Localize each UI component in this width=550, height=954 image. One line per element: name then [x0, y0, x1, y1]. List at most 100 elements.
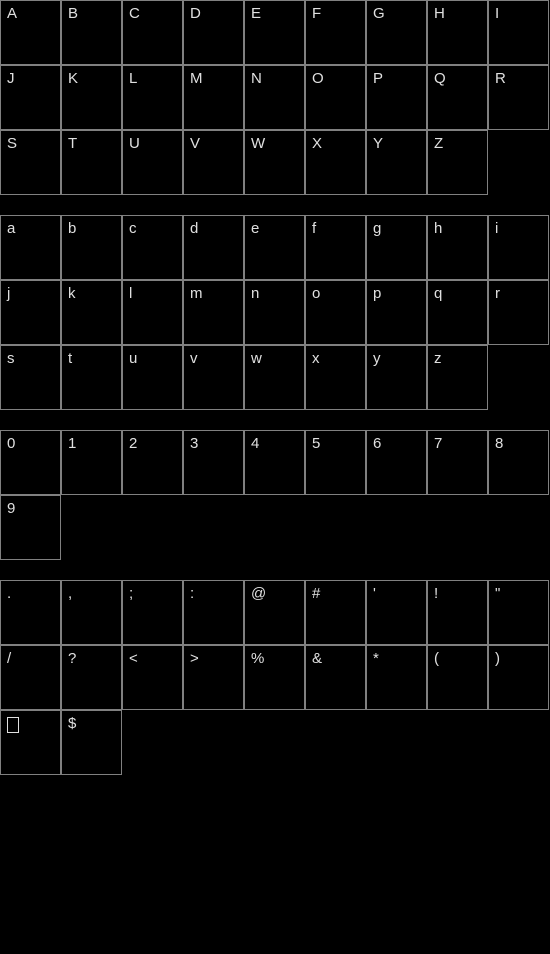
glyph-char: (: [434, 650, 439, 667]
glyph-cell: 1: [61, 430, 122, 495]
glyph-char: 2: [129, 435, 137, 452]
section-digits: 0123456789: [0, 430, 550, 560]
glyph-cell: /: [0, 645, 61, 710]
empty-cell: [122, 495, 183, 560]
glyph-char: .: [7, 585, 11, 602]
glyph-char: Q: [434, 70, 446, 87]
glyph-cell: p: [366, 280, 427, 345]
glyph-char: Y: [373, 135, 383, 152]
glyph-char: $: [68, 715, 76, 732]
glyph-cell: n: [244, 280, 305, 345]
glyph-cell: w: [244, 345, 305, 410]
glyph-cell: M: [183, 65, 244, 130]
glyph-cell: !: [427, 580, 488, 645]
glyph-cell: y: [366, 345, 427, 410]
glyph-char: /: [7, 650, 11, 667]
glyph-cell: S: [0, 130, 61, 195]
glyph-cell: j: [0, 280, 61, 345]
glyph-char: ,: [68, 585, 72, 602]
empty-cell: [305, 710, 366, 775]
glyph-cell: @: [244, 580, 305, 645]
glyph-char: v: [190, 350, 198, 367]
empty-cell: [427, 495, 488, 560]
glyph-cell: R: [488, 65, 549, 130]
glyph-cell: .: [0, 580, 61, 645]
glyph-char: !: [434, 585, 438, 602]
glyph-char: h: [434, 220, 442, 237]
glyph-char: p: [373, 285, 381, 302]
glyph-char: f: [312, 220, 316, 237]
glyph-cell: G: [366, 0, 427, 65]
glyph-char: H: [434, 5, 445, 22]
glyph-cell: O: [305, 65, 366, 130]
glyph-cell: Z: [427, 130, 488, 195]
glyph-cell: $: [61, 710, 122, 775]
glyph-cell: E: [244, 0, 305, 65]
glyph-char: C: [129, 5, 140, 22]
glyph-char: N: [251, 70, 262, 87]
glyph-char: B: [68, 5, 78, 22]
glyph-char: ): [495, 650, 500, 667]
glyph-cell: #: [305, 580, 366, 645]
glyph-char: I: [495, 5, 499, 22]
empty-cell: [488, 495, 549, 560]
section-symbols: .,;:@#'!"/?<>%&*()$: [0, 580, 550, 775]
glyph-char: g: [373, 220, 381, 237]
glyph-char: n: [251, 285, 259, 302]
empty-cell: [244, 495, 305, 560]
glyph-char: l: [129, 285, 132, 302]
glyph-char: &: [312, 650, 322, 667]
glyph-cell: W: [244, 130, 305, 195]
glyph-cell: ,: [61, 580, 122, 645]
grid-uppercase: ABCDEFGHIJKLMNOPQRSTUVWXYZ: [0, 0, 550, 195]
glyph-cell: K: [61, 65, 122, 130]
glyph-char: u: [129, 350, 137, 367]
glyph-cell: D: [183, 0, 244, 65]
glyph-cell: ": [488, 580, 549, 645]
glyph-char: %: [251, 650, 264, 667]
glyph-cell: 0: [0, 430, 61, 495]
glyph-char: <: [129, 650, 138, 667]
glyph-char: m: [190, 285, 203, 302]
glyph-cell: T: [61, 130, 122, 195]
glyph-char: P: [373, 70, 383, 87]
glyph-cell: L: [122, 65, 183, 130]
glyph-char: :: [190, 585, 194, 602]
section-uppercase: ABCDEFGHIJKLMNOPQRSTUVWXYZ: [0, 0, 550, 195]
glyph-cell: I: [488, 0, 549, 65]
glyph-cell: C: [122, 0, 183, 65]
glyph-char: L: [129, 70, 137, 87]
glyph-char: i: [495, 220, 498, 237]
empty-cell: [244, 710, 305, 775]
glyph-cell: N: [244, 65, 305, 130]
empty-cell: [366, 710, 427, 775]
glyph-cell: x: [305, 345, 366, 410]
glyph-char: 4: [251, 435, 259, 452]
glyph-char: >: [190, 650, 199, 667]
glyph-char: W: [251, 135, 265, 152]
glyph-cell: c: [122, 215, 183, 280]
glyph-char: ': [373, 585, 376, 602]
glyph-char: ": [495, 585, 500, 602]
glyph-cell: ;: [122, 580, 183, 645]
glyph-cell: (: [427, 645, 488, 710]
glyph-char: y: [373, 350, 381, 367]
glyph-char: x: [312, 350, 320, 367]
glyph-char: o: [312, 285, 320, 302]
empty-cell: [183, 495, 244, 560]
empty-cell: [488, 130, 549, 195]
glyph-cell: ): [488, 645, 549, 710]
glyph-cell: B: [61, 0, 122, 65]
glyph-char: 3: [190, 435, 198, 452]
glyph-char: #: [312, 585, 320, 602]
glyph-cell: <: [122, 645, 183, 710]
glyph-cell: H: [427, 0, 488, 65]
glyph-cell: m: [183, 280, 244, 345]
glyph-char: V: [190, 135, 200, 152]
glyph-char: q: [434, 285, 442, 302]
glyph-cell: e: [244, 215, 305, 280]
empty-cell: [427, 710, 488, 775]
glyph-cell: f: [305, 215, 366, 280]
glyph-cell: g: [366, 215, 427, 280]
glyph-cell: Y: [366, 130, 427, 195]
